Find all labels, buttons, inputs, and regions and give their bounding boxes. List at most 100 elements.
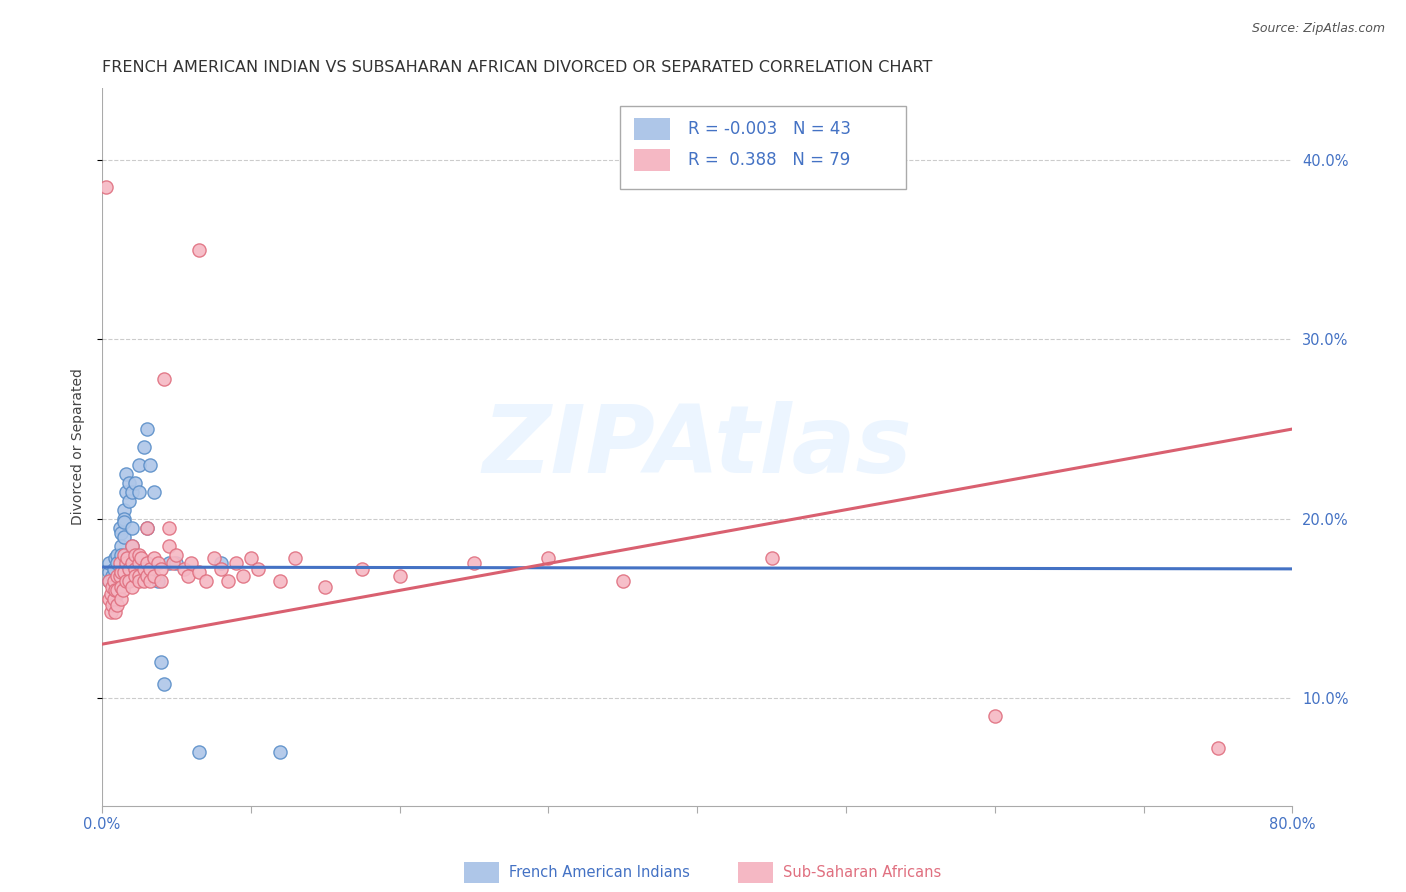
Point [104, 605, 127, 619]
Point [148, 557, 170, 571]
Point [984, 709, 1007, 723]
Point [108, 521, 131, 535]
Point [114, 484, 136, 499]
Point [128, 458, 150, 472]
Point [105, 569, 128, 583]
Point [269, 745, 291, 759]
Text: R = -0.003   N = 43: R = -0.003 N = 43 [688, 120, 851, 138]
Point [209, 562, 232, 576]
Point [135, 557, 157, 571]
FancyBboxPatch shape [620, 106, 905, 189]
Point [118, 475, 141, 490]
Point [105, 583, 128, 598]
Point [153, 372, 176, 386]
Point [104, 551, 127, 566]
Point [217, 574, 239, 589]
Point [124, 548, 146, 562]
Point [101, 598, 124, 612]
Point [101, 569, 124, 583]
Point [110, 539, 132, 553]
Point [98, 592, 121, 607]
Point [132, 574, 155, 589]
Point [110, 592, 132, 607]
Point [153, 676, 176, 690]
Point [111, 583, 134, 598]
Text: French American Indians: French American Indians [509, 865, 690, 880]
Point [187, 745, 209, 759]
Point [128, 548, 150, 562]
Point [101, 580, 124, 594]
Point [114, 557, 136, 571]
Point [128, 569, 150, 583]
Point [103, 574, 125, 589]
Text: FRENCH AMERICAN INDIAN VS SUBSAHARAN AFRICAN DIVORCED OR SEPARATED CORRELATION C: FRENCH AMERICAN INDIAN VS SUBSAHARAN AFR… [101, 60, 932, 75]
Bar [634, 119, 669, 140]
Point [105, 578, 128, 592]
Point [121, 580, 143, 594]
Point [135, 569, 157, 583]
Point [108, 557, 131, 571]
Point [115, 551, 138, 566]
Point [135, 521, 157, 535]
Point [314, 580, 336, 594]
Point [112, 548, 135, 562]
Point [187, 566, 209, 580]
Point [124, 562, 146, 576]
Point [105, 587, 128, 601]
Point [124, 569, 146, 583]
Point [537, 551, 560, 566]
Point [150, 574, 173, 589]
Point [138, 562, 160, 576]
Point [103, 592, 125, 607]
Point [157, 557, 180, 571]
Bar [634, 149, 669, 170]
Point [104, 583, 127, 598]
Point [128, 484, 150, 499]
Point [110, 548, 132, 562]
Point [121, 539, 143, 553]
Point [225, 557, 247, 571]
Point [105, 557, 128, 571]
Point [112, 515, 135, 529]
Point [129, 551, 152, 566]
Point [132, 440, 155, 454]
Point [177, 569, 200, 583]
Point [612, 574, 634, 589]
Point [195, 574, 218, 589]
Point [150, 655, 173, 669]
Point [96, 180, 118, 194]
Point [105, 548, 128, 562]
Point [108, 569, 131, 583]
Point [463, 557, 485, 571]
Point [352, 562, 374, 576]
Point [157, 521, 180, 535]
Point [143, 551, 166, 566]
Point [180, 557, 202, 571]
Point [110, 566, 132, 580]
Point [209, 557, 232, 571]
Point [112, 530, 135, 544]
Point [98, 557, 121, 571]
Text: ZIPAtlas: ZIPAtlas [482, 401, 912, 493]
Point [173, 562, 195, 576]
Point [121, 484, 143, 499]
Point [110, 526, 132, 541]
Point [187, 243, 209, 257]
Point [103, 580, 125, 594]
Point [232, 569, 254, 583]
Point [118, 562, 141, 576]
Point [269, 574, 291, 589]
Point [112, 511, 135, 525]
Point [247, 562, 270, 576]
Point [112, 502, 135, 516]
Point [165, 557, 187, 571]
Text: Sub-Saharan Africans: Sub-Saharan Africans [783, 865, 942, 880]
Point [148, 574, 170, 589]
Point [110, 580, 132, 594]
Point [124, 557, 146, 571]
Y-axis label: Divorced or Separated: Divorced or Separated [72, 368, 86, 525]
Point [138, 574, 160, 589]
Point [388, 569, 411, 583]
Point [121, 521, 143, 535]
Point [135, 422, 157, 436]
